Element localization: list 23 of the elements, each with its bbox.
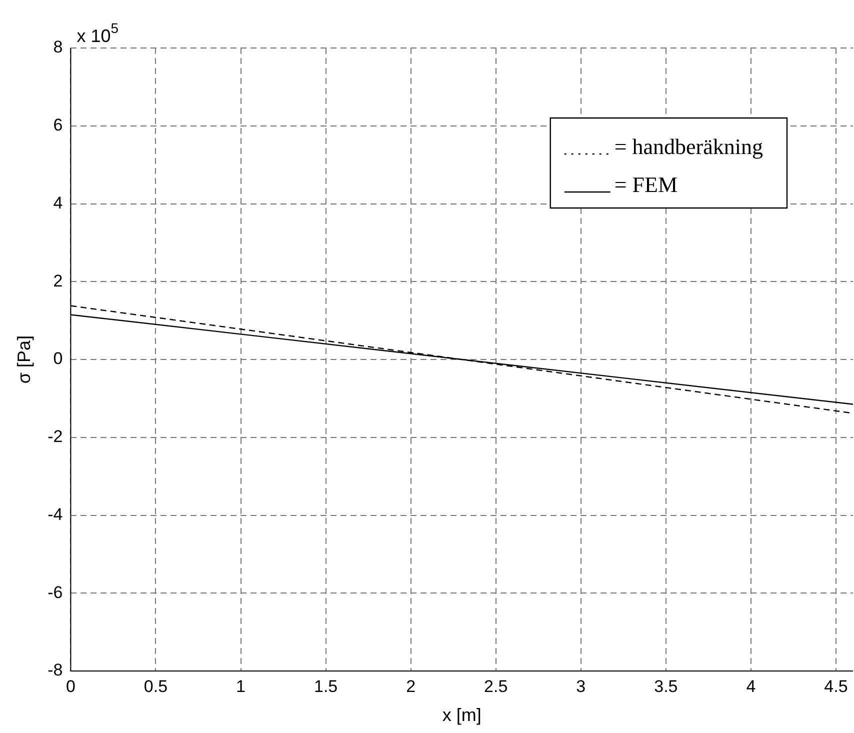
y-tick-label: -2	[48, 427, 63, 446]
x-tick-label: 3	[576, 676, 586, 696]
x-axis-title: x [m]	[442, 705, 482, 726]
y-tick-label: 4	[53, 193, 63, 212]
y-tick-label: 0	[53, 349, 63, 368]
y-tick-label: -4	[48, 504, 63, 524]
x-tick-label: 2	[406, 676, 416, 696]
y-axis-title: σ [Pa]	[14, 335, 34, 384]
x-tick-label: 0	[66, 676, 76, 696]
y-tick-label: 2	[53, 271, 63, 290]
x-tick-label: 0.5	[144, 676, 168, 696]
x-tick-label: 4	[746, 676, 756, 696]
x-tick-label: 1.5	[314, 676, 338, 696]
y-tick-label: -8	[48, 660, 63, 680]
y-tick-label: 8	[53, 38, 63, 57]
x-tick-label: 3.5	[654, 676, 678, 696]
y-tick-label: -6	[48, 582, 63, 602]
y-tick-label: 6	[53, 116, 63, 135]
legend-label: = handberäkning	[614, 134, 763, 159]
x-tick-label: 4.5	[824, 676, 848, 696]
legend-label: = FEM	[614, 172, 678, 197]
x-tick-label: 1	[236, 676, 246, 696]
x-tick-label: 2.5	[484, 676, 508, 696]
